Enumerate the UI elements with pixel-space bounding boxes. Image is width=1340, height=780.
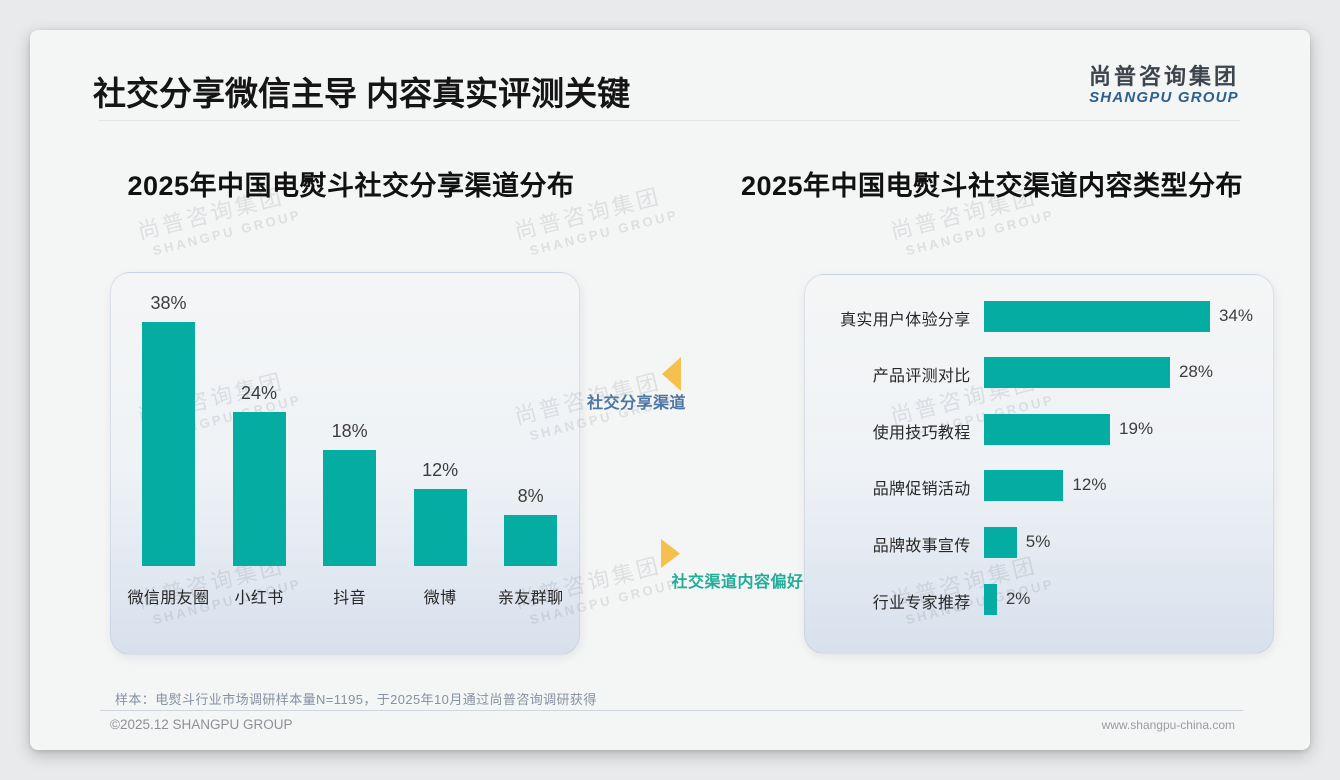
bar-value-label: 38% [150, 292, 187, 313]
sample-note: 样本：电熨斗行业市场调研样本量N=1195，于2025年10月通过尚普咨询调研获… [115, 692, 597, 707]
bar-亲友群聊 [504, 514, 558, 567]
bar-value-label: 5% [1025, 531, 1051, 551]
bar-category-label: 小红书 [234, 589, 284, 607]
bar-value-label: 19% [1119, 418, 1154, 438]
bar-value-label: 28% [1178, 362, 1213, 382]
annotation-share-channel: 社交分享渠道 [586, 395, 686, 412]
slide: 社交分享微信主导 内容真实评测关键 尚普咨询集团 SHANGPU GROUP 尚… [30, 30, 1310, 750]
bar-category-label: 微博 [423, 589, 457, 607]
bar-value-label: 18% [331, 421, 368, 442]
bar-category-label: 品牌故事宣传 [872, 537, 971, 555]
left-chart-title: 2025年中国电熨斗社交分享渠道分布 [127, 171, 575, 201]
bar-category-label: 抖音 [333, 589, 366, 607]
footer-divider [100, 710, 1243, 711]
arrow-left-icon [662, 357, 681, 391]
footer-copyright: ©2025.12 SHANGPU GROUP [110, 717, 293, 732]
bar-品牌促销活动 [983, 470, 1064, 502]
bar-使用技巧教程 [983, 413, 1111, 445]
bar-value-label: 34% [1218, 305, 1253, 325]
bar-抖音 [323, 450, 377, 567]
bar-微博 [413, 489, 467, 567]
bar-value-label: 12% [1072, 475, 1107, 495]
bar-category-label: 品牌促销活动 [872, 481, 971, 499]
bar-value-label: 24% [241, 382, 278, 403]
bar-value-label: 12% [422, 460, 459, 481]
bar-value-label: 8% [517, 485, 544, 506]
bar-category-label: 真实用户体验分享 [840, 311, 971, 329]
bar-category-label: 行业专家推荐 [872, 594, 971, 612]
bar-真实用户体验分享 [983, 300, 1210, 332]
title-divider [99, 120, 1240, 121]
logo-en-text: SHANGPU GROUP [1089, 89, 1239, 106]
company-logo: 尚普咨询集团 SHANGPU GROUP [1089, 65, 1239, 106]
logo-cn-text: 尚普咨询集团 [1088, 64, 1239, 89]
bar-category-label: 使用技巧教程 [872, 424, 971, 442]
page-title: 社交分享微信主导 内容真实评测关键 [93, 75, 631, 112]
bar-品牌故事宣传 [983, 526, 1017, 558]
bar-chart-share-channels: 38% 微信朋友圈 24% 小红书 18% 抖音 12% 微博 8% 亲友群聊 [110, 272, 578, 653]
bar-chart-content-types: 真实用户体验分享 34% 产品评测对比 28% 使用技巧教程 19% 品牌促销活动 12% 品牌… [804, 274, 1272, 652]
bar-category-label: 产品评测对比 [872, 368, 971, 386]
annotation-content-preference: 社交渠道内容偏好 [671, 574, 804, 591]
bar-小红书 [232, 411, 286, 567]
right-chart-card [804, 274, 1274, 654]
bar-微信朋友圈 [142, 321, 195, 567]
bar-category-label: 亲友群聊 [497, 589, 564, 607]
arrow-right-icon [661, 539, 680, 568]
footer-website: www.shangpu-china.com [1101, 718, 1235, 732]
bar-category-label: 微信朋友圈 [127, 589, 210, 607]
right-chart-title: 2025年中国电熨斗社交渠道内容类型分布 [740, 171, 1244, 201]
bar-行业专家推荐 [983, 583, 997, 615]
bar-value-label: 2% [1005, 588, 1031, 608]
bar-产品评测对比 [983, 357, 1170, 389]
